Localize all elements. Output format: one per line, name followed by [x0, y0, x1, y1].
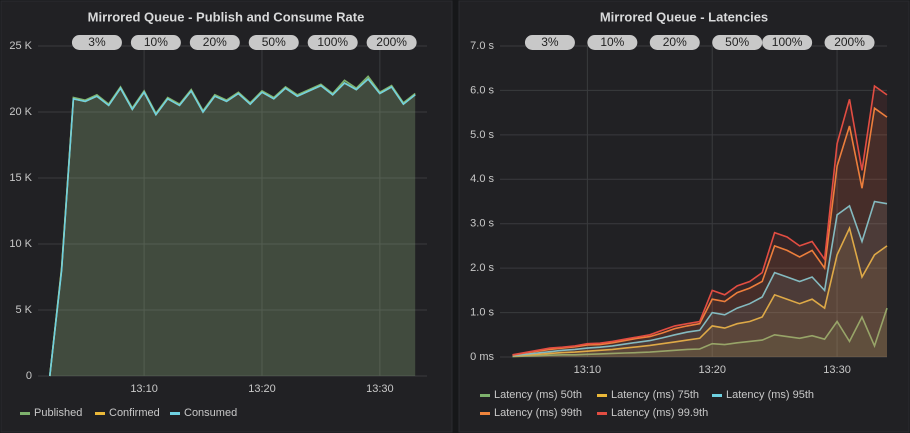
annotation-label: 200% — [376, 35, 407, 49]
area — [49, 76, 416, 377]
annotation — [130, 35, 181, 50]
legend-label: Latency (ms) 50th — [494, 389, 582, 401]
legend-swatch — [712, 394, 722, 397]
annotation — [824, 35, 875, 50]
legend-label: Published — [34, 407, 82, 419]
annotation — [587, 35, 638, 50]
legend-swatch — [480, 412, 490, 415]
legend-swatch — [170, 412, 180, 415]
annotation-label: 50% — [725, 35, 749, 49]
legend-label: Latency (ms) 99.9th — [611, 407, 708, 419]
area — [512, 201, 887, 357]
annotation-label: 200% — [834, 35, 865, 49]
x-tick-label: 13:30 — [823, 364, 851, 376]
legend-swatch — [20, 412, 30, 415]
legend-label: Confirmed — [109, 407, 160, 419]
y-tick-label: 5.0 s — [470, 129, 494, 141]
legend-label: Consumed — [184, 407, 237, 419]
x-tick-label: 13:10 — [130, 383, 158, 395]
annotation — [366, 35, 417, 50]
y-tick-label: 7.0 s — [470, 40, 494, 52]
legend-swatch — [597, 412, 607, 415]
y-tick-label: 10 K — [9, 238, 32, 250]
y-tick-label: 5 K — [15, 304, 32, 316]
annotation-label: 50% — [262, 35, 286, 49]
area — [512, 108, 887, 357]
annotation — [762, 35, 813, 50]
line — [49, 77, 416, 377]
y-tick-label: 0 — [26, 370, 32, 382]
legend-swatch — [480, 394, 490, 397]
y-tick-label: 3.0 s — [470, 218, 494, 230]
annotation — [307, 35, 358, 50]
annotation-label: 20% — [203, 35, 227, 49]
annotation — [712, 35, 763, 50]
y-tick-label: 25 K — [9, 40, 32, 52]
area — [512, 308, 887, 357]
panel — [0, 0, 453, 433]
chart-title: Mirrored Queue - Publish and Consume Rat… — [88, 9, 365, 24]
annotation — [649, 35, 700, 50]
area — [49, 79, 416, 376]
y-tick-label: 2.0 s — [470, 262, 494, 274]
chart-title: Mirrored Queue - Latencies — [600, 9, 768, 24]
area — [512, 228, 887, 357]
annotation-label: 10% — [144, 35, 168, 49]
annotation-label: 3% — [88, 35, 106, 49]
y-tick-label: 6.0 s — [470, 84, 494, 96]
annotation — [71, 35, 122, 50]
x-tick-label: 13:20 — [698, 364, 726, 376]
legend-label: Latency (ms) 95th — [726, 389, 814, 401]
legend-swatch — [597, 394, 607, 397]
annotation — [189, 35, 240, 50]
x-tick-label: 13:30 — [366, 383, 394, 395]
y-tick-label: 1.0 s — [470, 306, 494, 318]
annotation-label: 20% — [663, 35, 687, 49]
y-tick-label: 20 K — [9, 106, 32, 118]
legend-swatch — [95, 412, 105, 415]
legend-label: Latency (ms) 75th — [611, 389, 699, 401]
annotation — [524, 35, 575, 50]
line — [512, 307, 888, 358]
line — [512, 106, 888, 356]
annotation-label: 10% — [600, 35, 624, 49]
legend-label: Latency (ms) 99th — [494, 407, 582, 419]
y-tick-label: 4.0 s — [470, 173, 494, 185]
area — [512, 86, 887, 357]
annotation-label: 100% — [772, 35, 803, 49]
panel — [458, 0, 910, 433]
x-tick-label: 13:10 — [574, 364, 602, 376]
annotation-label: 100% — [317, 35, 348, 49]
line — [512, 200, 888, 357]
area — [49, 79, 416, 376]
annotation — [248, 35, 299, 50]
annotation-label: 3% — [541, 35, 559, 49]
line — [512, 84, 888, 356]
line — [512, 225, 888, 357]
y-tick-label: 0 ms — [470, 351, 494, 363]
x-tick-label: 13:20 — [248, 383, 276, 395]
y-tick-label: 15 K — [9, 172, 32, 184]
